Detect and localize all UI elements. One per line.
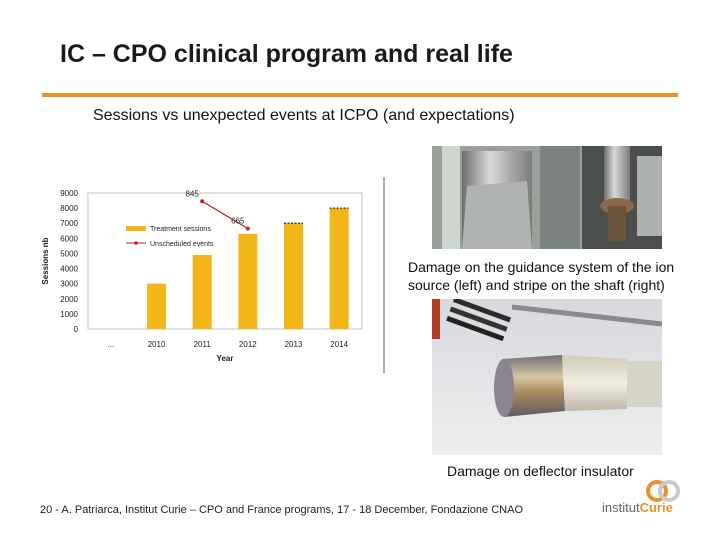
sessions-chart: 0 1000 2000 3000 4000 5000 6000 7000 8000 9000 Ses… bbox=[36, 175, 386, 375]
y-axis-label: Sessions nb bbox=[41, 237, 50, 284]
x-tick-label: 2011 bbox=[194, 340, 212, 349]
y-tick-label: 3000 bbox=[60, 280, 78, 289]
y-tick-label: 6000 bbox=[60, 234, 78, 243]
y-tick-label: 5000 bbox=[60, 249, 78, 258]
y-tick-label: 4000 bbox=[60, 265, 78, 274]
bar-2013 bbox=[284, 223, 303, 329]
x-tick-label: ... bbox=[107, 340, 114, 349]
y-tick-label: 8000 bbox=[60, 204, 78, 213]
deflector-insulator-photo bbox=[432, 299, 662, 455]
x-tick-label: 2010 bbox=[148, 340, 166, 349]
slide-title: IC – CPO clinical program and real life bbox=[60, 40, 513, 68]
x-tick-label: 2013 bbox=[285, 340, 303, 349]
title-rule bbox=[42, 93, 678, 97]
data-label: 665 bbox=[231, 217, 245, 226]
point-unscheduled bbox=[245, 226, 250, 231]
logo-brand: Curie bbox=[639, 500, 673, 515]
plot-frame bbox=[87, 192, 363, 330]
x-tick-label: 2012 bbox=[239, 340, 257, 349]
data-label: 845 bbox=[185, 189, 199, 198]
y-tick-label: 1000 bbox=[60, 310, 78, 319]
series-line-unscheduled bbox=[201, 200, 249, 230]
legend-marker-unscheduled bbox=[134, 241, 138, 245]
bar-2011 bbox=[192, 254, 212, 329]
legend-label-sessions: Treatment sessions bbox=[150, 226, 211, 233]
bar-2014 bbox=[329, 208, 349, 329]
logo-prefix: institut bbox=[602, 500, 640, 515]
legend-swatch-sessions bbox=[126, 226, 146, 231]
y-tick-label: 2000 bbox=[60, 295, 78, 304]
y-tick-label: 9000 bbox=[60, 189, 78, 198]
bar-2012 bbox=[238, 233, 258, 329]
ion-source-guidance-photo bbox=[432, 146, 662, 249]
y-tick-label: 7000 bbox=[60, 219, 78, 228]
bar-2010 bbox=[147, 283, 166, 329]
caption-deflector: Damage on deflector insulator bbox=[447, 463, 634, 479]
institut-curie-logo: institutCurie bbox=[598, 478, 688, 522]
caption-ion-source: Damage on the guidance system of the ion… bbox=[408, 259, 675, 293]
slide-footer: 20 - A. Patriarca, Institut Curie – CPO … bbox=[40, 504, 523, 516]
slide-subtitle: Sessions vs unexpected events at ICPO (a… bbox=[93, 107, 515, 124]
x-tick-label: 2014 bbox=[330, 340, 348, 349]
point-unscheduled bbox=[200, 199, 205, 204]
legend-label-unscheduled: Unscheduled events bbox=[150, 241, 214, 248]
sessions-chart-svg: 0 1000 2000 3000 4000 5000 6000 7000 8000 9000 Ses… bbox=[41, 177, 385, 373]
y-tick-label: 0 bbox=[74, 325, 79, 334]
x-axis-label: Year bbox=[217, 354, 234, 363]
